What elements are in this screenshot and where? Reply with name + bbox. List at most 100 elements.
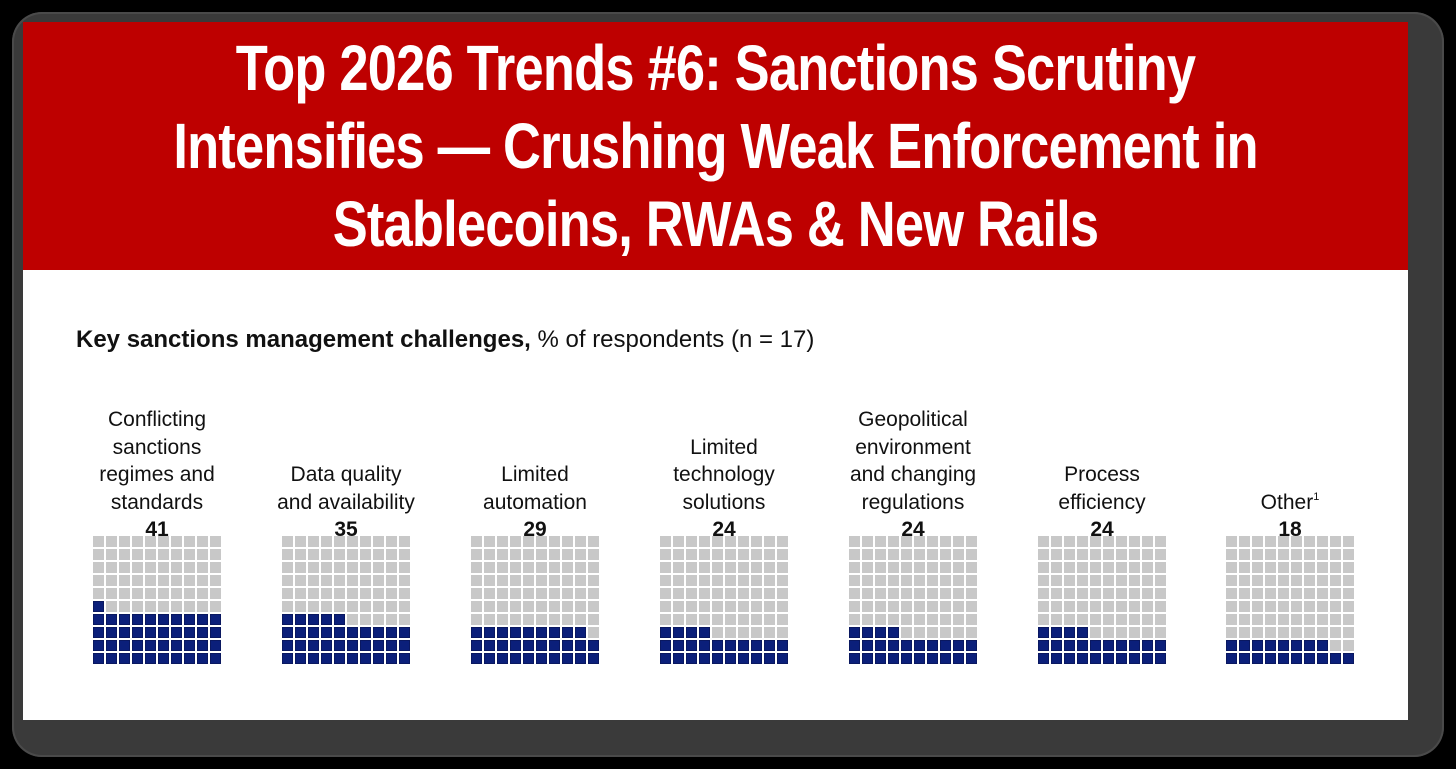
waffle-cell-empty [294,600,307,613]
waffle-cell-filled [548,652,561,664]
waffle-cell-empty [849,536,861,548]
waffle-cell-empty [939,574,952,587]
waffle-cell-empty [587,574,599,587]
waffle-cell-empty [359,587,372,600]
waffle-cell-empty [763,600,776,613]
waffle-cell-empty [1038,587,1050,600]
infographic-card: Top 2026 Trends #6: Sanctions Scrutiny I… [23,22,1408,720]
waffle-cell-empty [1277,574,1290,587]
waffle-cell-empty [307,561,320,574]
waffle-cell-filled [849,652,861,664]
waffle-cell-empty [157,600,170,613]
waffle-cell-filled [320,639,333,652]
waffle-cell-empty [1154,536,1166,548]
waffle-cell-empty [737,574,750,587]
waffle-cell-empty [105,574,118,587]
waffle-cell-empty [587,587,599,600]
waffle-cell-filled [294,652,307,664]
waffle-cell-empty [1050,574,1063,587]
waffle-cell-empty [496,561,509,574]
waffle-cell-empty [574,536,587,548]
waffle-cell-empty [849,600,861,613]
column-label: Limited technology solutions 24 [634,434,814,544]
waffle-cell-empty [1128,574,1141,587]
waffle-cell-empty [874,600,887,613]
waffle-cell-empty [965,600,977,613]
waffle-cell-empty [1115,548,1128,561]
waffle-cell-filled [170,652,183,664]
category-value: 24 [712,518,736,541]
waffle-cell-filled [711,652,724,664]
waffle-cell-empty [913,574,926,587]
waffle-cell-filled [522,652,535,664]
waffle-cell-empty [952,561,965,574]
waffle-cell-empty [1303,548,1316,561]
waffle-cell-filled [372,626,385,639]
waffle-cell-empty [887,587,900,600]
category-value: 29 [523,518,547,541]
waffle-cell-empty [535,600,548,613]
waffle-grid [471,536,599,664]
waffle-cell-filled [359,626,372,639]
waffle-cell-filled [385,626,398,639]
waffle-cell-empty [939,600,952,613]
waffle-cell-filled [333,613,346,626]
waffle-cell-empty [672,574,685,587]
waffle-cell-empty [1303,613,1316,626]
waffle-cell-empty [1329,561,1342,574]
waffle-cell-filled [672,652,685,664]
waffle-cell-empty [874,548,887,561]
waffle-cell-empty [672,536,685,548]
waffle-cell-filled [587,639,599,652]
waffle-cell-filled [157,639,170,652]
waffle-cell-filled [522,626,535,639]
waffle-cell-empty [385,587,398,600]
waffle-cell-empty [1251,574,1264,587]
waffle-cell-filled [698,639,711,652]
waffle-cell-empty [359,574,372,587]
category-value: 41 [145,518,169,541]
waffle-cell-filled [861,626,874,639]
waffle-cell-filled [183,613,196,626]
waffle-cell-empty [1238,600,1251,613]
waffle-cell-empty [1154,561,1166,574]
waffle-cell-empty [1342,587,1354,600]
waffle-cell-empty [913,536,926,548]
waffle-cell-filled [849,639,861,652]
waffle-cell-empty [1303,626,1316,639]
waffle-cell-empty [1316,587,1329,600]
waffle-cell-empty [698,561,711,574]
waffle-cell-empty [1264,613,1277,626]
waffle-cell-filled [372,652,385,664]
waffle-cell-filled [282,652,294,664]
waffle-cell-empty [170,600,183,613]
category-label: Conflicting sanctions regimes and standa… [99,408,215,514]
waffle-cell-empty [724,587,737,600]
waffle-cell-empty [307,536,320,548]
waffle-cell-filled [385,639,398,652]
waffle-cell-filled [952,639,965,652]
waffle-cell-empty [1303,574,1316,587]
waffle-cell-empty [333,600,346,613]
waffle-cell-empty [939,561,952,574]
waffle-cell-empty [359,536,372,548]
waffle-cell-filled [1303,639,1316,652]
waffle-cell-empty [887,600,900,613]
waffle-cell-empty [359,613,372,626]
waffle-cell-empty [685,561,698,574]
waffle-cell-empty [1115,561,1128,574]
waffle-cell-empty [1115,613,1128,626]
waffle-cell-empty [1277,561,1290,574]
waffle-grid [1226,536,1354,664]
waffle-cell-filled [93,613,105,626]
waffle-cell-empty [483,600,496,613]
category-value: 24 [1090,518,1114,541]
waffle-cell-empty [282,536,294,548]
waffle-cell-empty [660,613,672,626]
waffle-cell-empty [698,574,711,587]
waffle-cell-empty [1290,613,1303,626]
waffle-cell-filled [471,652,483,664]
waffle-cell-empty [776,613,788,626]
waffle-cell-empty [1128,600,1141,613]
waffle-cell-filled [939,652,952,664]
